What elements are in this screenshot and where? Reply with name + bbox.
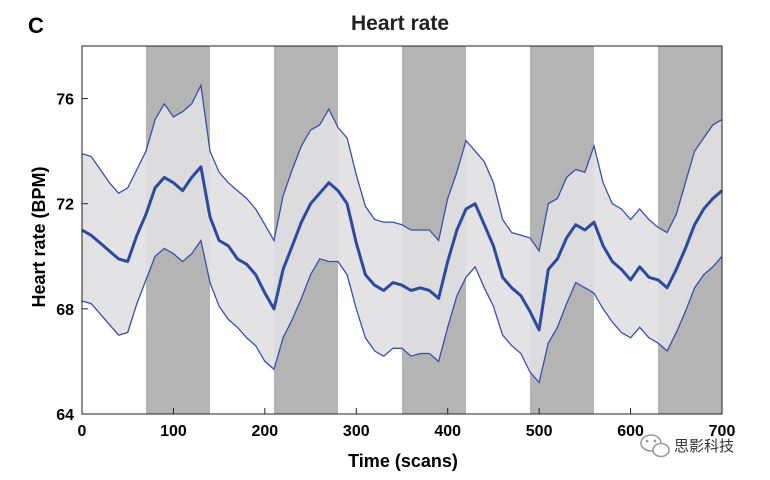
watermark: 思影科技	[640, 434, 734, 458]
x-tick-label: 200	[252, 423, 279, 440]
x-tick-label: 500	[526, 423, 553, 440]
watermark-text: 思影科技	[674, 437, 734, 455]
x-tick-label: 400	[434, 423, 461, 440]
x-tick-label: 0	[78, 423, 87, 440]
x-tick-label: 700	[709, 423, 736, 440]
confidence-band-fill	[82, 85, 722, 383]
y-axis-label: Heart rate (BPM)	[29, 166, 49, 307]
mean-line	[81, 165, 723, 332]
y-tick-label: 64	[56, 407, 74, 424]
x-tick-label: 600	[617, 423, 644, 440]
upper-bound-line	[81, 83, 723, 253]
axes	[81, 45, 723, 415]
y-tick-label: 76	[56, 92, 74, 109]
lower-bound-line	[81, 238, 723, 384]
mean-heart-rate-line	[81, 165, 723, 332]
plot-frame	[81, 45, 723, 415]
wechat-icon	[640, 434, 670, 458]
panel-letter: C	[28, 13, 44, 38]
y-tick-label: 72	[56, 197, 74, 214]
tick-labels: 0 100 200 300 400 500 600 700 64 68 72 76	[56, 92, 735, 440]
confidence-band	[81, 83, 723, 384]
x-tick-label: 100	[160, 423, 187, 440]
chart-title: Heart rate	[351, 12, 449, 35]
y-tick-label: 68	[56, 302, 74, 319]
x-axis-label: Time (scans)	[348, 451, 458, 471]
x-tick-label: 300	[343, 423, 370, 440]
